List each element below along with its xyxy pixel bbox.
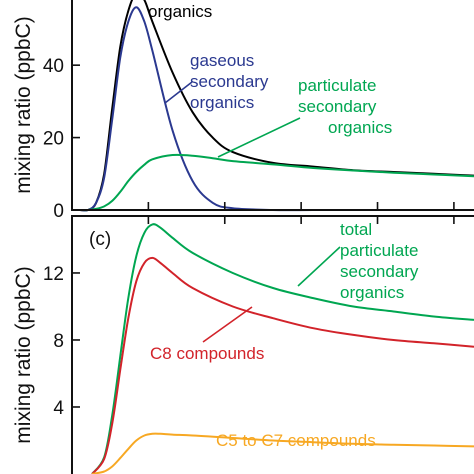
annotation-particulate-pointer xyxy=(217,117,301,158)
annotation-c8: C8 compounds xyxy=(150,344,264,363)
top-y-ticks: 0 20 40 xyxy=(43,56,80,222)
top-y-tick-label-1: 0 xyxy=(53,201,64,222)
annotation-gaseous-line1: gaseous xyxy=(190,51,254,70)
annotation-total-line2: particulate xyxy=(340,241,418,260)
top-y-tick-label-3: 40 xyxy=(43,56,64,77)
bottom-series-line-2 xyxy=(91,256,474,474)
panel-bottom: 4 8 12 mixing ratio (ppbC) (c) total parti… xyxy=(12,215,474,474)
annotation-gaseous-line3: organics xyxy=(190,93,254,112)
annotation-gaseous: gaseous secondary organics xyxy=(190,51,269,112)
bottom-axis-frame xyxy=(71,215,474,474)
top-series-line-3 xyxy=(71,153,474,212)
top-series-line-2 xyxy=(71,6,474,212)
bottom-series-group xyxy=(91,223,474,474)
annotation-particulate-line2: secondary xyxy=(298,97,377,116)
annotation-organics: organics xyxy=(148,2,212,21)
bottom-series-line-3 xyxy=(91,432,474,474)
top-x-ticks xyxy=(147,202,455,210)
bottom-y-ticks: 4 8 12 xyxy=(43,264,80,419)
top-series-group xyxy=(71,0,474,212)
top-series-line-1 xyxy=(71,0,474,212)
annotation-total-pointer xyxy=(297,246,341,287)
annotation-particulate-line3: organics xyxy=(328,118,392,137)
annotation-particulate: particulate secondary organics xyxy=(298,76,392,137)
panel-label-c: (c) xyxy=(89,229,111,250)
top-y-axis-label: mixing ratio (ppbC) xyxy=(12,16,35,193)
annotation-total-line3: secondary xyxy=(340,262,419,281)
bottom-y-axis-label: mixing ratio (ppbC) xyxy=(12,266,35,443)
annotation-total: total particulate secondary organics xyxy=(340,220,419,302)
annotation-total-line4: organics xyxy=(340,283,404,302)
annotation-gaseous-line2: secondary xyxy=(190,72,269,91)
top-axis-frame xyxy=(71,0,474,211)
annotation-c5c7: C5 to C7 compounds xyxy=(216,431,376,450)
bottom-y-tick-label-1: 4 xyxy=(53,398,64,419)
top-y-tick-label-2: 20 xyxy=(43,129,64,150)
bottom-series-line-1 xyxy=(91,223,474,474)
annotation-particulate-line1: particulate xyxy=(298,76,376,95)
annotation-total-line1: total xyxy=(340,220,372,239)
bottom-y-tick-label-3: 12 xyxy=(43,264,64,285)
bottom-y-tick-label-2: 8 xyxy=(53,331,64,352)
bottom-x-ticks xyxy=(147,216,455,224)
annotation-gaseous-pointer xyxy=(164,81,193,104)
panel-top: 0 20 40 mixing ratio (ppbC) organics gaseo… xyxy=(12,0,474,222)
annotation-c8-pointer xyxy=(202,306,253,343)
